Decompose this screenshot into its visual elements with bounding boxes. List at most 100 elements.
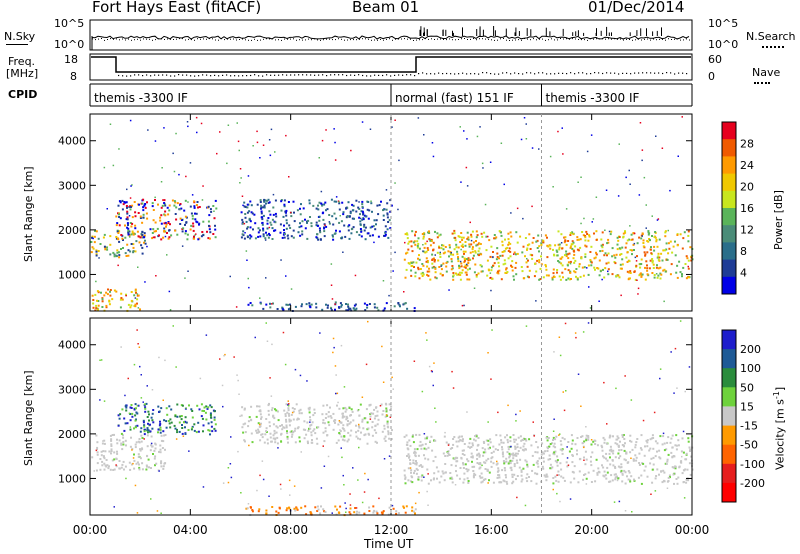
heatmap-cell	[326, 434, 329, 437]
heatmap-cell	[318, 219, 321, 222]
heatmap-speck	[586, 267, 588, 269]
heatmap-cell	[554, 450, 557, 453]
heatmap-cell	[213, 217, 216, 220]
heatmap-cell	[391, 429, 393, 432]
heatmap-speck	[199, 377, 202, 380]
nsearch-dot	[281, 39, 282, 41]
heatmap-cell	[359, 228, 362, 230]
heatmap-cell	[188, 404, 190, 407]
heatmap-cell	[644, 465, 647, 468]
nsearch-dot	[137, 38, 138, 40]
heatmap-cell	[126, 210, 129, 213]
heatmap-cell	[560, 233, 563, 236]
nsearch-dot	[461, 38, 462, 40]
heatmap-cell	[150, 444, 153, 447]
heatmap-cell	[271, 506, 274, 508]
heatmap-cell	[130, 233, 133, 236]
heatmap-cell	[418, 433, 421, 436]
heatmap-cell	[628, 238, 631, 241]
heatmap-speck	[271, 343, 273, 346]
heatmap-cell	[500, 439, 503, 442]
heatmap-speck	[560, 242, 563, 244]
heatmap-cell	[487, 457, 490, 460]
heatmap-cell	[514, 445, 517, 448]
nave-dot	[486, 72, 488, 74]
heatmap-speck	[237, 450, 239, 453]
heatmap-cell	[535, 461, 538, 464]
nave-dot	[558, 72, 560, 74]
heatmap-speck	[642, 419, 645, 422]
nsearch-dot	[614, 38, 615, 40]
heatmap-cell	[319, 238, 322, 241]
heatmap-cell	[321, 308, 324, 311]
heatmap-cell	[507, 448, 510, 451]
heatmap-cell	[165, 225, 167, 228]
nave-dot	[198, 75, 200, 77]
heatmap-cell	[273, 229, 275, 232]
heatmap-cell	[174, 201, 177, 204]
nsearch-dot	[599, 38, 600, 40]
heatmap-cell	[113, 433, 115, 436]
heatmap-cell	[466, 231, 469, 234]
heatmap-cell	[658, 473, 660, 476]
nave-dot	[586, 73, 588, 75]
heatmap-speck	[580, 222, 582, 225]
heatmap-cell	[438, 266, 441, 268]
heatmap-speck	[598, 300, 600, 302]
heatmap-cell	[627, 278, 630, 281]
colorbar-segment	[722, 225, 736, 243]
heatmap-cell	[468, 245, 471, 248]
heatmap-speck	[589, 261, 592, 263]
heatmap-cell	[685, 255, 688, 258]
heatmap-cell	[262, 227, 265, 230]
heatmap-speck	[577, 181, 579, 183]
heatmap-speck	[320, 487, 323, 489]
heatmap-cell	[135, 407, 137, 410]
heatmap-cell	[109, 468, 112, 471]
nsearch-dot	[662, 38, 663, 40]
heatmap-cell	[127, 227, 130, 230]
heatmap-cell	[136, 298, 139, 301]
heatmap-cell	[254, 237, 257, 240]
heatmap-speck	[241, 195, 244, 197]
freq-trace	[91, 56, 691, 73]
heatmap-cell	[643, 469, 646, 472]
nave-dot	[238, 75, 240, 77]
heatmap-cell	[502, 460, 505, 462]
heatmap-cell	[434, 276, 437, 279]
heatmap-cell	[132, 251, 135, 254]
heatmap-cell	[352, 419, 355, 422]
nsearch-dot	[605, 38, 606, 40]
heatmap-speck	[669, 189, 671, 192]
heatmap-cell	[478, 454, 481, 457]
heatmap-cell	[649, 462, 652, 465]
heatmap-speck	[487, 235, 489, 238]
heatmap-cell	[639, 447, 642, 450]
heatmap-cell	[144, 410, 147, 413]
heatmap-speck	[152, 236, 155, 239]
heatmap-cell	[365, 408, 368, 411]
heatmap-cell	[421, 275, 424, 277]
heatmap-cell	[557, 243, 560, 246]
heatmap-cell	[526, 244, 529, 247]
heatmap-cell	[506, 246, 509, 249]
heatmap-cell	[674, 465, 677, 468]
heatmap-cell	[323, 203, 326, 206]
heatmap-cell	[470, 452, 473, 455]
heatmap-speck	[666, 487, 669, 489]
heatmap-cell	[349, 507, 352, 510]
heatmap-cell	[489, 446, 491, 449]
heatmap-cell	[662, 435, 665, 438]
heatmap-cell	[244, 431, 247, 434]
nave-dot	[386, 74, 388, 76]
heatmap-speck	[342, 251, 344, 253]
heatmap-cell	[91, 235, 94, 238]
colorbar-tick-label: 28	[740, 138, 754, 151]
heatmap-cell	[677, 439, 680, 442]
heatmap-cell	[644, 254, 647, 257]
heatmap-cell	[615, 274, 618, 277]
heatmap-cell	[621, 436, 624, 438]
heatmap-speck	[175, 132, 177, 135]
nave-dot	[186, 74, 188, 76]
heatmap-cell	[557, 260, 560, 262]
